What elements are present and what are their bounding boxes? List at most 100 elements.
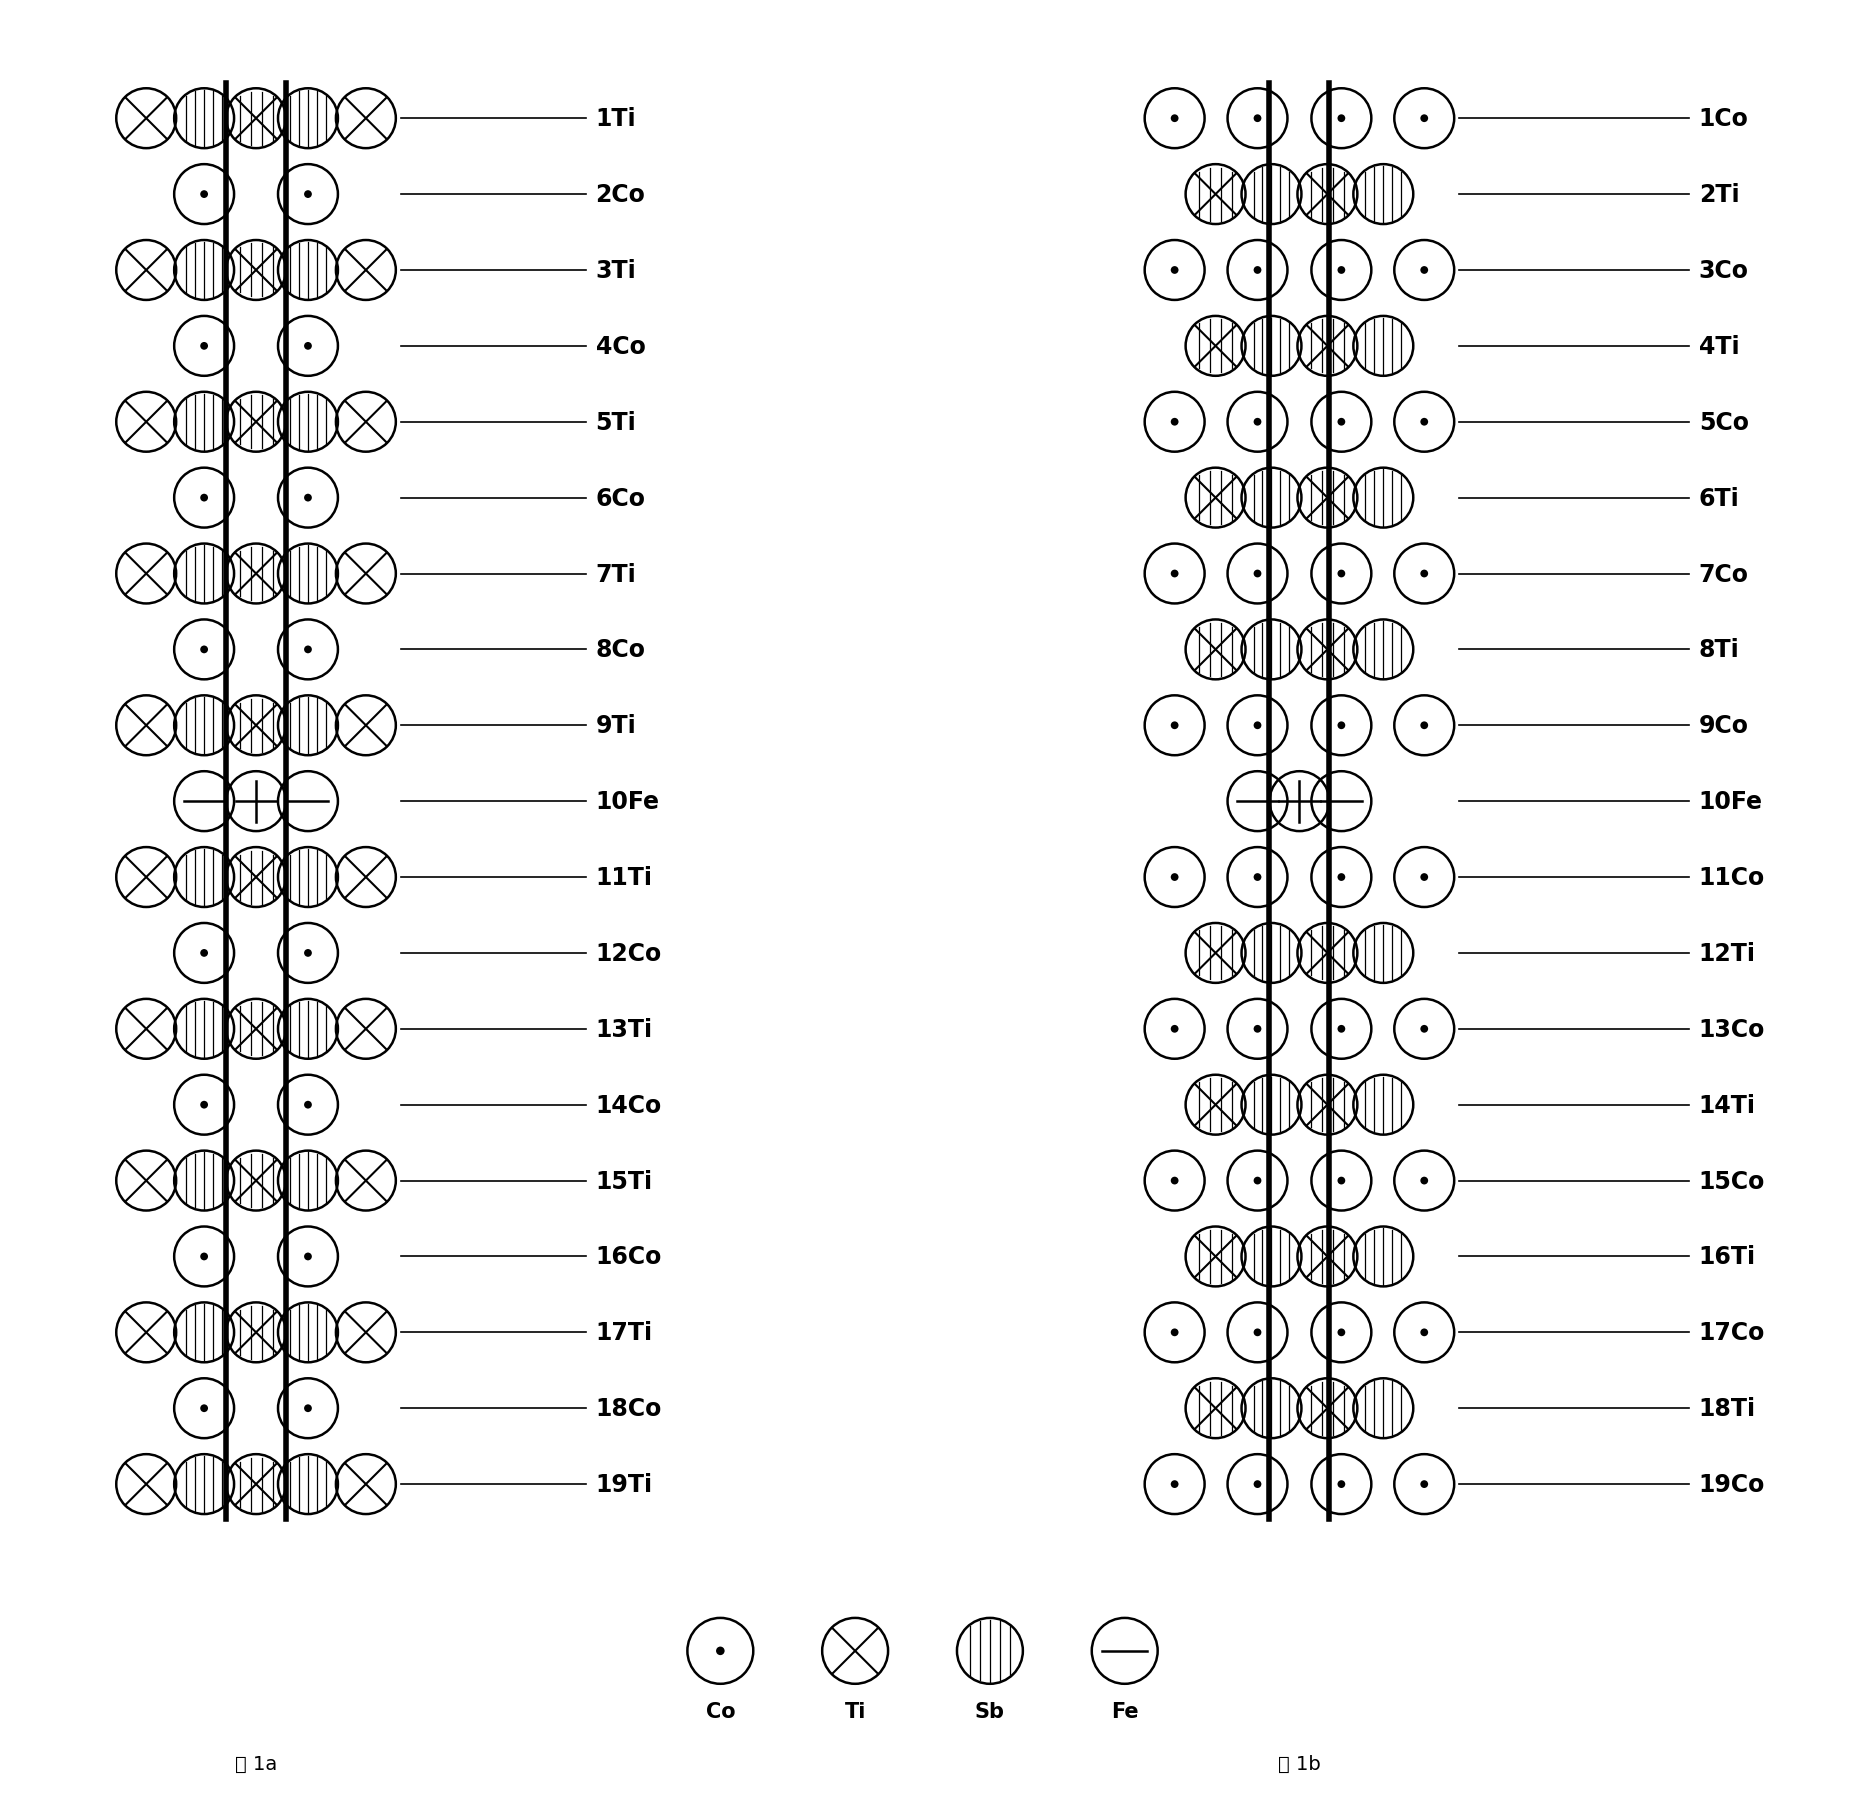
Text: 15Ti: 15Ti: [595, 1169, 653, 1193]
Circle shape: [1337, 1328, 1346, 1337]
Circle shape: [1170, 1480, 1179, 1489]
Circle shape: [1337, 1480, 1346, 1489]
Circle shape: [1254, 571, 1262, 578]
Text: 16Co: 16Co: [595, 1245, 663, 1269]
Text: 8Co: 8Co: [595, 638, 646, 661]
Text: 8Ti: 8Ti: [1698, 638, 1739, 661]
Text: 17Ti: 17Ti: [595, 1321, 653, 1344]
Circle shape: [303, 949, 313, 958]
Circle shape: [200, 949, 208, 958]
Text: Co: Co: [706, 1700, 736, 1720]
Circle shape: [1421, 1025, 1428, 1034]
Text: 19Ti: 19Ti: [595, 1473, 653, 1496]
Circle shape: [1337, 116, 1346, 123]
Circle shape: [1170, 267, 1179, 275]
Circle shape: [1254, 873, 1262, 882]
Circle shape: [200, 343, 208, 351]
Circle shape: [200, 647, 208, 654]
Circle shape: [1421, 723, 1428, 730]
Text: 5Ti: 5Ti: [595, 410, 636, 434]
Text: 10Fe: 10Fe: [1698, 790, 1763, 813]
Text: 7Ti: 7Ti: [595, 562, 636, 585]
Text: 6Co: 6Co: [595, 486, 646, 510]
Circle shape: [200, 1404, 208, 1413]
Circle shape: [303, 1100, 313, 1109]
Text: 16Ti: 16Ti: [1698, 1245, 1756, 1269]
Text: 5Co: 5Co: [1698, 410, 1748, 434]
Text: 11Co: 11Co: [1698, 866, 1765, 889]
Text: Sb: Sb: [975, 1700, 1005, 1720]
Circle shape: [1421, 419, 1428, 426]
Circle shape: [303, 1252, 313, 1261]
Circle shape: [1337, 1176, 1346, 1185]
Text: 12Ti: 12Ti: [1698, 941, 1756, 965]
Circle shape: [1421, 116, 1428, 123]
Text: 14Ti: 14Ti: [1698, 1093, 1756, 1117]
Text: 18Co: 18Co: [595, 1397, 663, 1420]
Text: 12Co: 12Co: [595, 941, 663, 965]
Text: 9Ti: 9Ti: [595, 714, 636, 737]
Circle shape: [1421, 873, 1428, 882]
Text: 6Ti: 6Ti: [1698, 486, 1739, 510]
Circle shape: [1170, 1328, 1179, 1337]
Text: Fe: Fe: [1110, 1700, 1138, 1720]
Text: 15Co: 15Co: [1698, 1169, 1765, 1193]
Circle shape: [1337, 571, 1346, 578]
Text: 3Ti: 3Ti: [595, 258, 636, 284]
Circle shape: [1337, 873, 1346, 882]
Circle shape: [1337, 267, 1346, 275]
Text: 4Co: 4Co: [595, 334, 646, 358]
Circle shape: [303, 192, 313, 199]
Circle shape: [1254, 1025, 1262, 1034]
Circle shape: [200, 192, 208, 199]
Text: 2Ti: 2Ti: [1698, 183, 1739, 208]
Circle shape: [717, 1646, 724, 1655]
Text: 1Ti: 1Ti: [595, 107, 636, 132]
Text: 13Ti: 13Ti: [595, 1017, 653, 1041]
Circle shape: [303, 1404, 313, 1413]
Circle shape: [1421, 1176, 1428, 1185]
Circle shape: [1337, 419, 1346, 426]
Text: 图 1b: 图 1b: [1279, 1755, 1322, 1773]
Text: 13Co: 13Co: [1698, 1017, 1765, 1041]
Circle shape: [1170, 419, 1179, 426]
Circle shape: [1254, 1328, 1262, 1337]
Text: 17Co: 17Co: [1698, 1321, 1765, 1344]
Text: 14Co: 14Co: [595, 1093, 663, 1117]
Text: 19Co: 19Co: [1698, 1473, 1765, 1496]
Text: 11Ti: 11Ti: [595, 866, 653, 889]
Circle shape: [1421, 1328, 1428, 1337]
Text: 10Fe: 10Fe: [595, 790, 659, 813]
Circle shape: [1421, 1480, 1428, 1489]
Circle shape: [1170, 571, 1179, 578]
Text: 3Co: 3Co: [1698, 258, 1748, 284]
Text: Ti: Ti: [844, 1700, 867, 1720]
Circle shape: [1170, 723, 1179, 730]
Circle shape: [1254, 723, 1262, 730]
Circle shape: [303, 647, 313, 654]
Circle shape: [303, 495, 313, 502]
Text: 1Co: 1Co: [1698, 107, 1748, 132]
Circle shape: [1254, 116, 1262, 123]
Circle shape: [1337, 723, 1346, 730]
Circle shape: [1254, 267, 1262, 275]
Text: 4Ti: 4Ti: [1698, 334, 1739, 358]
Circle shape: [1254, 1176, 1262, 1185]
Circle shape: [1170, 1176, 1179, 1185]
Circle shape: [1170, 116, 1179, 123]
Circle shape: [1421, 267, 1428, 275]
Circle shape: [1254, 419, 1262, 426]
Text: 18Ti: 18Ti: [1698, 1397, 1756, 1420]
Text: 7Co: 7Co: [1698, 562, 1748, 585]
Circle shape: [200, 495, 208, 502]
Circle shape: [1254, 1480, 1262, 1489]
Text: 9Co: 9Co: [1698, 714, 1748, 737]
Text: 图 1a: 图 1a: [234, 1755, 277, 1773]
Circle shape: [303, 343, 313, 351]
Circle shape: [1337, 1025, 1346, 1034]
Text: 2Co: 2Co: [595, 183, 646, 208]
Circle shape: [1170, 873, 1179, 882]
Circle shape: [200, 1252, 208, 1261]
Circle shape: [1170, 1025, 1179, 1034]
Circle shape: [1421, 571, 1428, 578]
